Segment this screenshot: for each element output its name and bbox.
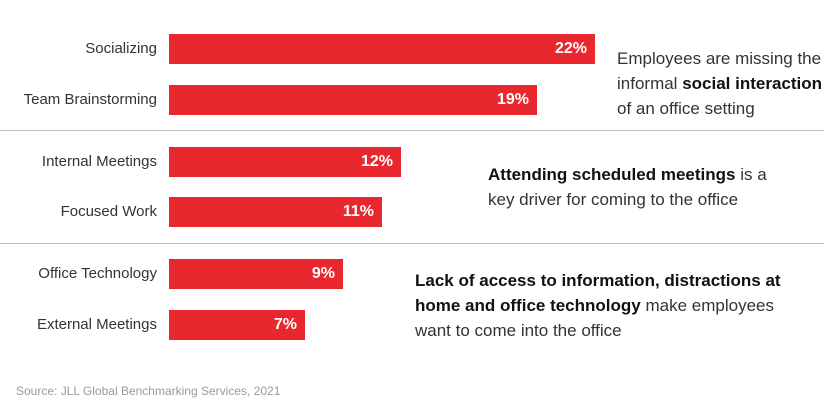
category-label-office-technology: Office Technology <box>38 265 157 282</box>
group-divider <box>0 130 824 131</box>
category-label-team-brainstorming: Team Brainstorming <box>23 91 157 108</box>
bar-focused-work: 11% <box>169 197 382 227</box>
bar-value-label: 7% <box>273 316 297 333</box>
bar-socializing: 22% <box>169 34 595 64</box>
category-label-socializing: Socializing <box>85 40 157 57</box>
category-label-external-meetings: External Meetings <box>36 316 157 333</box>
bar-internal-meetings: 12% <box>169 147 401 177</box>
bar-value-label: 19% <box>496 91 529 108</box>
bar-office-technology: 9% <box>169 259 343 289</box>
category-label-internal-meetings: Internal Meetings <box>41 153 157 170</box>
bar-team-brainstorming: 19% <box>169 85 537 115</box>
note-scheduled-meetings: Attending scheduled meetings is a key dr… <box>488 165 767 209</box>
bar-value-label: 9% <box>311 265 335 282</box>
bar-value-label: 22% <box>554 40 587 57</box>
bar-external-meetings: 7% <box>169 310 305 340</box>
note-office-technology: Lack of access to information, distracti… <box>415 271 781 340</box>
bar-value-label: 11% <box>342 203 374 220</box>
category-label-focused-work: Focused Work <box>60 203 157 220</box>
bar-value-label: 12% <box>360 153 393 170</box>
note-social-interaction: Employees are missing the informal socia… <box>617 49 823 118</box>
group-divider <box>0 243 824 244</box>
source-note: Source: JLL Global Benchmarking Services… <box>16 384 281 398</box>
